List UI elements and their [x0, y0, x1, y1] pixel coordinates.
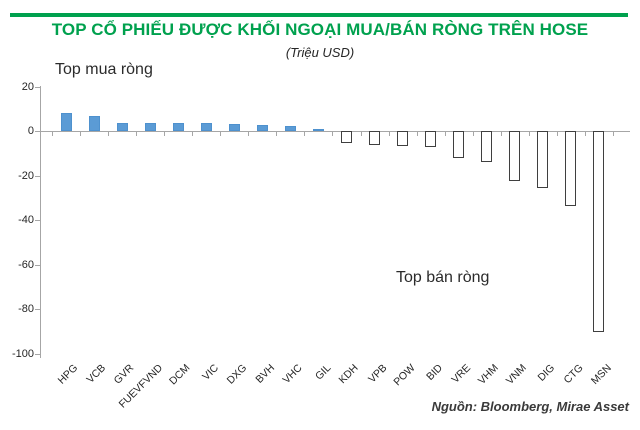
x-axis-tick: [52, 132, 53, 136]
chart-subtitle: (Triệu USD): [285, 45, 355, 60]
y-axis-line: [40, 86, 41, 358]
bar-DCM: [173, 123, 184, 131]
bar-VNM: [509, 131, 520, 181]
x-axis-tick: [332, 132, 333, 136]
x-axis-tick: [361, 132, 362, 136]
x-axis-tick: [501, 132, 502, 136]
x-axis-tick: [417, 132, 418, 136]
x-axis-label-VIC: VIC: [199, 362, 221, 383]
accent-top-rule: [10, 13, 628, 17]
y-axis-tick-label: 0: [27, 125, 34, 137]
y-axis-tick: [35, 309, 40, 310]
bar-GVR: [117, 123, 128, 131]
x-axis-tick: [164, 132, 165, 136]
x-axis-label-VCB: VCB: [84, 362, 109, 386]
y-axis-tick: [35, 176, 40, 177]
x-axis-tick: [220, 132, 221, 136]
x-axis-label-VPB: VPB: [365, 362, 390, 386]
x-axis-tick: [192, 132, 193, 136]
bar-VRE: [453, 131, 464, 158]
bar-MSN: [593, 131, 604, 332]
x-axis-label-VHC: VHC: [280, 362, 305, 387]
bar-BVH: [257, 125, 268, 131]
bar-GIL: [313, 129, 324, 131]
bar-FUEVFVND: [145, 123, 156, 131]
bar-VHC: [285, 126, 296, 131]
chart-title: TOP CỔ PHIẾU ĐƯỢC KHỐI NGOẠI MUA/BÁN RÒN…: [51, 20, 589, 39]
x-axis-label-HPG: HPG: [55, 362, 81, 387]
bar-DXG: [229, 124, 240, 131]
x-axis-tick: [557, 132, 558, 136]
y-axis-tick: [35, 354, 40, 355]
bar-POW: [397, 131, 408, 146]
annotation-top-ban-rong: Top bán ròng: [396, 269, 490, 286]
x-axis-label-CTG: CTG: [561, 362, 586, 387]
x-axis-label-BID: BID: [424, 362, 446, 383]
x-axis-tick: [108, 132, 109, 136]
y-axis-tick: [35, 265, 40, 266]
x-axis-label-POW: POW: [390, 362, 418, 389]
y-axis-tick: [35, 220, 40, 221]
x-axis-label-VRE: VRE: [449, 362, 474, 386]
x-axis-tick: [585, 132, 586, 136]
x-axis-label-DCM: DCM: [167, 362, 193, 388]
y-axis-tick-label: 20: [21, 81, 34, 93]
y-axis-tick: [35, 131, 40, 132]
x-axis-label-GVR: GVR: [112, 362, 137, 387]
x-axis-tick: [304, 132, 305, 136]
y-axis-tick-label: -80: [18, 303, 34, 315]
x-axis-tick: [248, 132, 249, 136]
x-axis-tick: [529, 132, 530, 136]
y-axis-tick-label: -40: [18, 214, 34, 226]
x-axis-tick: [389, 132, 390, 136]
x-axis-label-VHM: VHM: [476, 362, 502, 387]
x-axis-tick: [80, 132, 81, 136]
x-axis-tick: [276, 132, 277, 136]
bar-HPG: [61, 113, 72, 131]
x-axis-tick: [136, 132, 137, 136]
x-axis-tick: [613, 132, 614, 136]
y-axis-tick-label: -100: [11, 348, 34, 360]
x-axis-label-BVH: BVH: [253, 362, 277, 386]
source-note: Nguồn: Bloomberg, Mirae Asset: [431, 399, 629, 414]
y-axis-tick: [35, 87, 40, 88]
bar-VCB: [89, 116, 100, 131]
x-axis-label-MSN: MSN: [588, 362, 614, 387]
bar-CTG: [565, 131, 576, 206]
x-axis-label-GIL: GIL: [312, 362, 333, 383]
bar-KDH: [341, 131, 352, 143]
x-axis-zero-line: [40, 131, 630, 132]
x-axis-label-VNM: VNM: [504, 362, 530, 387]
x-axis-label-DXG: DXG: [224, 362, 249, 387]
y-axis-tick-label: -60: [18, 259, 34, 271]
x-axis-label-KDH: KDH: [336, 362, 361, 387]
annotation-top-mua-rong: Top mua ròng: [55, 61, 153, 78]
bar-VIC: [201, 123, 212, 131]
y-axis-tick-label: -20: [18, 170, 34, 182]
x-axis-label-DIG: DIG: [535, 362, 558, 384]
x-axis-tick: [445, 132, 446, 136]
bar-VPB: [369, 131, 380, 145]
x-axis-tick: [473, 132, 474, 136]
bar-BID: [425, 131, 436, 147]
bar-DIG: [537, 131, 548, 188]
bar-VHM: [481, 131, 492, 162]
